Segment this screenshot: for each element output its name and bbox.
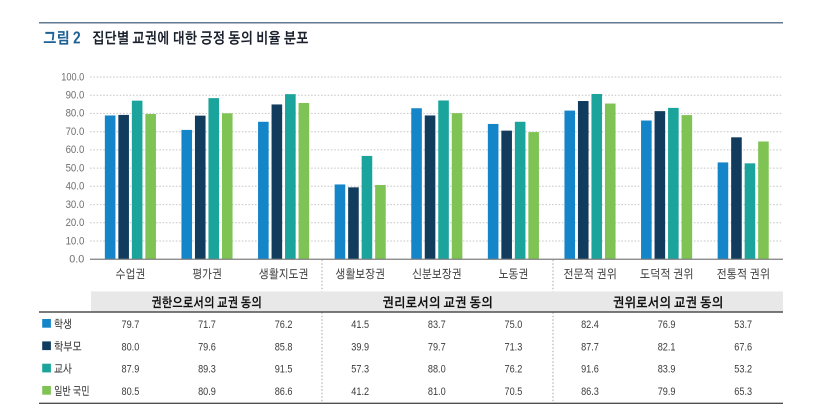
svg-text:20.0: 20.0 <box>66 217 85 229</box>
svg-text:79.7: 79.7 <box>122 319 140 331</box>
svg-text:85.8: 85.8 <box>275 341 293 353</box>
svg-text:53.7: 53.7 <box>734 319 752 331</box>
svg-text:87.7: 87.7 <box>581 341 599 353</box>
svg-text:100.0: 100.0 <box>61 71 84 83</box>
svg-text:65.3: 65.3 <box>734 386 752 398</box>
svg-text:57.3: 57.3 <box>351 364 369 376</box>
svg-text:53.2: 53.2 <box>734 364 752 376</box>
svg-text:81.0: 81.0 <box>428 386 446 398</box>
svg-text:76.9: 76.9 <box>658 319 676 331</box>
svg-text:86.3: 86.3 <box>581 386 599 398</box>
svg-text:79.6: 79.6 <box>198 341 216 353</box>
svg-text:91.6: 91.6 <box>581 364 599 376</box>
svg-text:88.0: 88.0 <box>428 364 446 376</box>
svg-text:70.0: 70.0 <box>66 126 85 138</box>
svg-text:41.2: 41.2 <box>351 386 369 398</box>
svg-text:40.0: 40.0 <box>66 181 85 193</box>
svg-text:76.2: 76.2 <box>505 364 523 376</box>
svg-text:71.7: 71.7 <box>198 319 216 331</box>
svg-text:76.2: 76.2 <box>275 319 293 331</box>
svg-text:60.0: 60.0 <box>66 144 85 156</box>
svg-text:82.4: 82.4 <box>581 319 599 331</box>
svg-text:71.3: 71.3 <box>505 341 523 353</box>
svg-text:50.0: 50.0 <box>66 162 85 174</box>
svg-text:10.0: 10.0 <box>66 235 85 247</box>
svg-text:80.5: 80.5 <box>122 386 140 398</box>
svg-text:86.6: 86.6 <box>275 386 293 398</box>
svg-text:80.0: 80.0 <box>66 108 85 120</box>
svg-text:82.1: 82.1 <box>658 341 676 353</box>
svg-text:75.0: 75.0 <box>505 319 523 331</box>
svg-text:80.9: 80.9 <box>198 386 216 398</box>
svg-text:0.0: 0.0 <box>69 254 84 266</box>
svg-text:30.0: 30.0 <box>66 199 85 211</box>
svg-text:41.5: 41.5 <box>351 319 369 331</box>
svg-text:70.5: 70.5 <box>505 386 523 398</box>
svg-text:91.5: 91.5 <box>275 364 293 376</box>
svg-text:87.9: 87.9 <box>122 364 140 376</box>
svg-text:83.9: 83.9 <box>658 364 676 376</box>
svg-text:89.3: 89.3 <box>198 364 216 376</box>
svg-text:83.7: 83.7 <box>428 319 446 331</box>
svg-text:79.7: 79.7 <box>428 341 446 353</box>
svg-text:79.9: 79.9 <box>658 386 676 398</box>
svg-text:67.6: 67.6 <box>734 341 752 353</box>
svg-text:90.0: 90.0 <box>66 90 85 102</box>
svg-text:80.0: 80.0 <box>122 341 140 353</box>
svg-text:39.9: 39.9 <box>351 341 369 353</box>
